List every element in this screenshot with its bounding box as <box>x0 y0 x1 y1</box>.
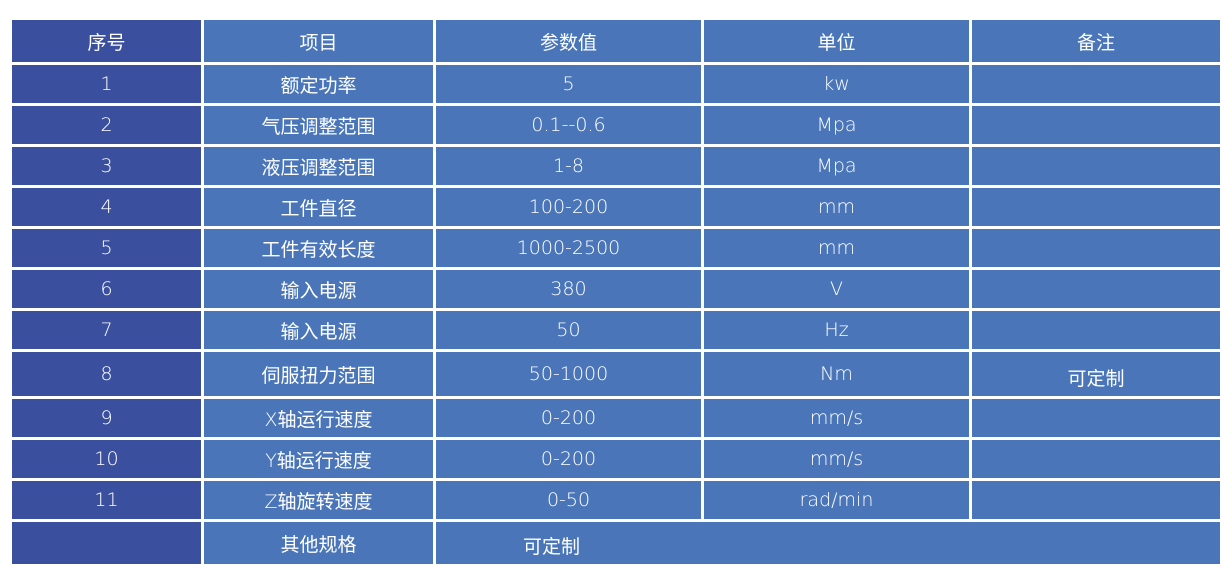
cell-index: 10 <box>12 440 201 478</box>
table-row: 6 输入电源 380 V <box>12 270 1220 308</box>
cell-index: 1 <box>12 65 201 103</box>
table-row: 5 工件有效长度 1000-2500 mm <box>12 229 1220 267</box>
cell-value: 50-1000 <box>436 352 701 396</box>
cell-item: 输入电源 <box>204 270 433 308</box>
table-header-row: 序号 项目 参数值 单位 备注 <box>12 20 1220 62</box>
cell-item: 工件直径 <box>204 188 433 226</box>
cell-item: X轴运行速度 <box>204 399 433 437</box>
table-row: 7 输入电源 50 Hz <box>12 311 1220 349</box>
cell-value: 380 <box>436 270 701 308</box>
cell-item: 工件有效长度 <box>204 229 433 267</box>
cell-index: 2 <box>12 106 201 144</box>
cell-remark <box>972 188 1220 226</box>
cell-value: 0.1--0.6 <box>436 106 701 144</box>
cell-unit: Mpa <box>704 106 969 144</box>
cell-remark <box>972 106 1220 144</box>
cell-remark <box>972 229 1220 267</box>
cell-remark <box>972 147 1220 185</box>
cell-value: 50 <box>436 311 701 349</box>
cell-index: 11 <box>12 481 201 519</box>
cell-remark <box>972 440 1220 478</box>
cell-remark <box>972 311 1220 349</box>
table-row: 9 X轴运行速度 0-200 mm/s <box>12 399 1220 437</box>
cell-unit: V <box>704 270 969 308</box>
cell-index: 6 <box>12 270 201 308</box>
table-row: 2 气压调整范围 0.1--0.6 Mpa <box>12 106 1220 144</box>
cell-unit: mm/s <box>704 440 969 478</box>
cell-item: 伺服扭力范围 <box>204 352 433 396</box>
cell-unit: Nm <box>704 352 969 396</box>
cell-value: 可定制 <box>436 522 1220 564</box>
table-row: 3 液压调整范围 1-8 Mpa <box>12 147 1220 185</box>
cell-value: 0-200 <box>436 440 701 478</box>
header-value: 参数值 <box>436 20 701 62</box>
cell-unit: rad/min <box>704 481 969 519</box>
table-row: 4 工件直径 100-200 mm <box>12 188 1220 226</box>
cell-index: 5 <box>12 229 201 267</box>
cell-unit: kw <box>704 65 969 103</box>
header-item: 项目 <box>204 20 433 62</box>
cell-unit: mm <box>704 229 969 267</box>
cell-item: 液压调整范围 <box>204 147 433 185</box>
cell-index: 7 <box>12 311 201 349</box>
cell-index: 3 <box>12 147 201 185</box>
table-row: 11 Z轴旋转速度 0-50 rad/min <box>12 481 1220 519</box>
table-row-other-specs: 其他规格 可定制 <box>12 522 1220 564</box>
cell-remark <box>972 399 1220 437</box>
cell-item: 输入电源 <box>204 311 433 349</box>
header-index: 序号 <box>12 20 201 62</box>
spec-table: 序号 项目 参数值 单位 备注 1 额定功率 5 kw 2 气压调整范围 0.1--0.6 M… <box>9 17 1223 567</box>
header-unit: 单位 <box>704 20 969 62</box>
table-row: 1 额定功率 5 kw <box>12 65 1220 103</box>
cell-value: 100-200 <box>436 188 701 226</box>
cell-value: 1-8 <box>436 147 701 185</box>
cell-item: 额定功率 <box>204 65 433 103</box>
cell-value: 0-200 <box>436 399 701 437</box>
cell-index <box>12 522 201 564</box>
cell-unit: mm <box>704 188 969 226</box>
cell-remark <box>972 481 1220 519</box>
table-row: 10 Y轴运行速度 0-200 mm/s <box>12 440 1220 478</box>
header-remark: 备注 <box>972 20 1220 62</box>
table-row: 8 伺服扭力范围 50-1000 Nm 可定制 <box>12 352 1220 396</box>
cell-value: 0-50 <box>436 481 701 519</box>
cell-index: 4 <box>12 188 201 226</box>
cell-remark: 可定制 <box>972 352 1220 396</box>
cell-unit: Hz <box>704 311 969 349</box>
cell-unit: mm/s <box>704 399 969 437</box>
cell-unit: Mpa <box>704 147 969 185</box>
cell-item: Z轴旋转速度 <box>204 481 433 519</box>
cell-index: 9 <box>12 399 201 437</box>
cell-remark <box>972 270 1220 308</box>
cell-value: 5 <box>436 65 701 103</box>
cell-remark <box>972 65 1220 103</box>
cell-value: 1000-2500 <box>436 229 701 267</box>
cell-index: 8 <box>12 352 201 396</box>
cell-item: Y轴运行速度 <box>204 440 433 478</box>
cell-item: 气压调整范围 <box>204 106 433 144</box>
cell-item: 其他规格 <box>204 522 433 564</box>
